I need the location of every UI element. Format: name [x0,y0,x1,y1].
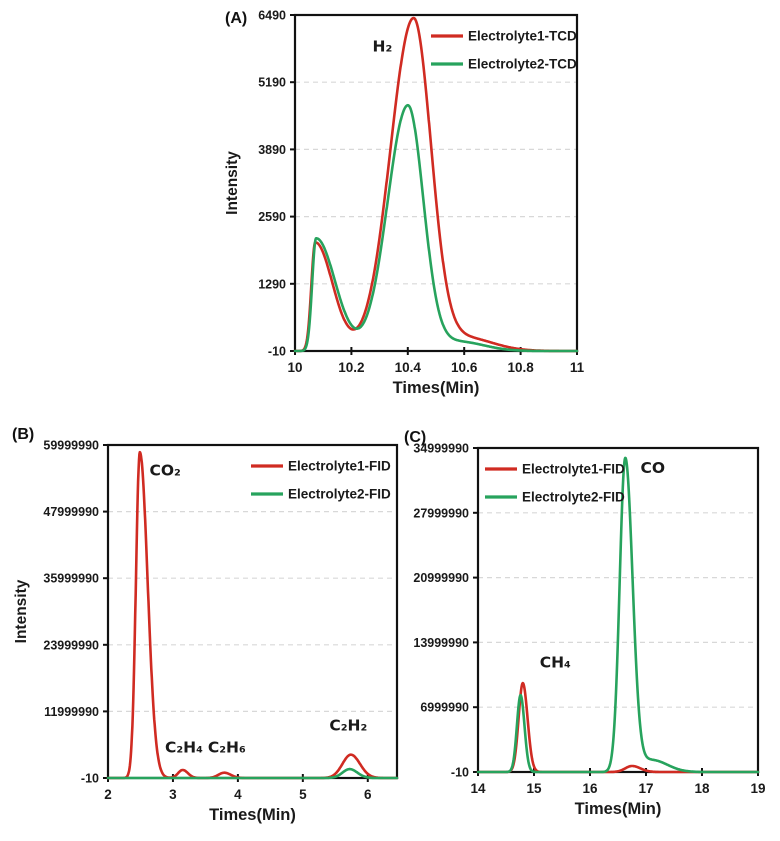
x-tick-label: 3 [169,787,177,802]
x-tick-label: 15 [526,781,542,796]
y-tick-label: 6999990 [420,701,469,715]
y-axis-label: Intensity [224,151,241,215]
chart-a-plot: -10 1290 2590 3890 5190 6490 10 10.2 10.4 10.6 10.… [224,9,585,398]
panel-c-label: (C) [404,429,427,446]
y-tick-label: -10 [81,772,99,786]
series-line-Electrolyte2-FID [476,456,760,774]
x-tick-label: 16 [582,781,598,796]
legend-label: Electrolyte1-FID [522,462,625,477]
x-tick-label: 10.2 [338,360,364,375]
y-tick-label: 13999990 [413,636,469,650]
annotation-C₂H₄: C₂H₄ [165,738,203,756]
legend-label: Electrolyte2-FID [288,487,391,502]
y-tick-label: 1290 [258,277,286,291]
x-tick-label: 10.6 [451,360,478,375]
y-tick-label: 27999990 [413,506,469,520]
x-tick-label: 11 [570,360,585,375]
y-tick-label: 2590 [258,210,286,224]
series-line-Electrolyte2-TCD [293,103,579,353]
chart-panel-c: (C) -10 6999990 13999990 20999990 27999990 34… [398,420,773,841]
x-tick-label: 10.4 [395,360,422,375]
y-tick-label: 35999990 [43,572,99,586]
y-tick-label: 11999990 [44,705,99,719]
legend-label: Electrolyte1-TCD [468,29,577,44]
legend-label: Electrolyte1-FID [288,459,391,474]
annotation-H₂: H₂ [373,38,393,56]
y-tick-label: -10 [451,766,469,780]
y-axis-label: Intensity [13,579,30,643]
legend-label: Electrolyte2-FID [522,490,625,505]
x-axis-label: Times(Min) [393,379,480,397]
annotation-CO: CO [640,459,665,477]
y-tick-label: 3890 [258,143,286,157]
legend-label: Electrolyte2-TCD [468,57,577,72]
y-tick-label: 59999990 [43,439,99,453]
chart-panel-a: (A) -10 1290 2590 3890 5190 6490 10 10.2 10.4 10.… [195,0,595,412]
x-tick-label: 17 [638,781,653,796]
x-tick-label: 10 [287,360,302,375]
y-tick-label: 34999990 [413,442,469,456]
panel-a-label: (A) [225,10,248,27]
chart-b-plot: -10 11999990 23999990 35999990 47999990 59999… [13,439,399,824]
y-tick-label: 23999990 [43,638,99,652]
chart-c-plot: -10 6999990 13999990 20999990 27999990 349999… [413,442,765,819]
x-tick-label: 19 [750,781,765,796]
annotation-C₂H₆: C₂H₆ [208,738,246,756]
annotation-CO₂: CO₂ [149,462,180,480]
x-tick-label: 18 [694,781,710,796]
plot-border [293,13,579,353]
y-tick-label: 5190 [258,76,286,90]
panel-b-label: (B) [12,426,35,443]
y-tick-label: 20999990 [413,571,469,585]
annotation-CH₄: CH₄ [540,653,571,671]
y-tick-label: 6490 [258,9,286,23]
x-axis-label: Times(Min) [575,800,662,818]
series-line-Electrolyte2-FID [106,767,399,780]
chart-panel-b: (B) -10 11999990 23999990 35999990 47999990 5… [8,420,406,841]
x-tick-label: 14 [470,781,486,796]
x-tick-label: 6 [364,787,372,802]
x-axis-label: Times(Min) [209,806,296,824]
x-tick-label: 5 [299,787,307,802]
x-tick-label: 10.8 [507,360,534,375]
y-tick-label: 47999990 [43,505,99,519]
y-tick-label: -10 [268,345,286,359]
annotation-C₂H₂: C₂H₂ [329,716,367,734]
x-tick-label: 4 [234,787,242,802]
x-tick-label: 2 [104,787,112,802]
